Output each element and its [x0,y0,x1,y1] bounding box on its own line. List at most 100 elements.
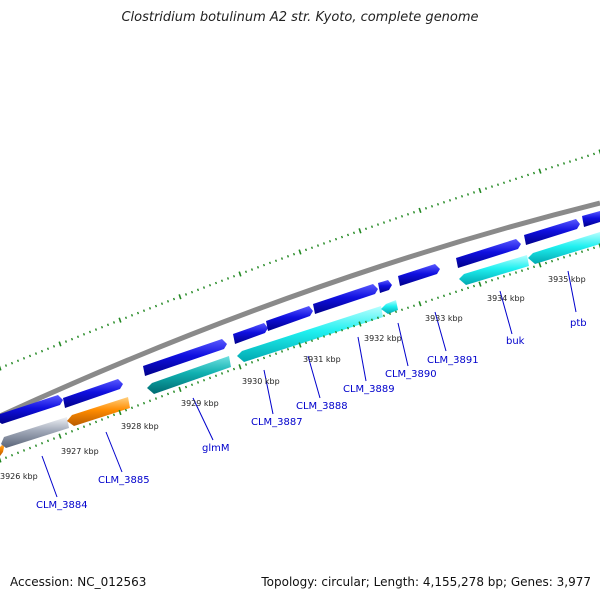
reverse-gene-arrow[interactable] [459,255,529,285]
major-tick [418,207,422,213]
minor-tick [466,193,470,196]
minor-tick [448,292,452,296]
minor-tick [454,290,458,294]
gene-label-clm-3885[interactable]: CLM_3885 [98,475,150,486]
reverse-gene-arrow[interactable] [237,306,383,362]
minor-tick [496,183,500,186]
minor-tick [94,420,98,424]
forward-gene-arrow[interactable] [398,264,440,286]
minor-tick [214,374,218,378]
minor-tick [130,314,134,317]
minor-tick [124,316,128,320]
forward-gene-arrow[interactable] [456,239,521,268]
reverse-gene-arrow[interactable] [1,417,69,448]
forward-gene-arrow[interactable] [378,280,392,293]
gene-label-clm-3884[interactable]: CLM_3884 [36,500,88,511]
minor-tick [268,354,272,358]
gene-label-glmm[interactable]: glmM [202,443,230,454]
gene-label-clm-3891[interactable]: CLM_3891 [427,355,479,366]
minor-tick [88,422,92,426]
minor-tick [52,437,56,440]
minor-tick [226,369,230,373]
minor-tick [382,314,386,318]
forward-gene-arrow[interactable] [582,211,600,227]
minor-tick [76,335,80,339]
minor-tick [376,223,380,226]
minor-tick [28,354,32,358]
minor-tick [82,425,86,428]
kbp-label: 3928 kbp [121,422,159,431]
minor-tick [406,306,410,310]
minor-tick [490,278,494,282]
minor-tick [286,255,290,258]
minor-tick [286,348,290,351]
gene-label-clm-3888[interactable]: CLM_3888 [296,401,348,412]
forward-gene-arrow[interactable] [266,306,313,331]
forward-gene-arrow[interactable] [524,219,580,245]
minor-tick [40,349,44,353]
reverse-gene-arrow[interactable] [381,300,398,314]
minor-tick [340,235,344,239]
minor-tick [586,248,590,252]
gene-label-ptb[interactable]: ptb [570,318,587,329]
minor-tick [412,304,416,308]
forward-gene-arrow[interactable] [143,339,227,376]
minor-tick [310,246,314,249]
reverse-gene-arrow[interactable] [528,232,600,264]
major-tick [118,317,122,323]
minor-tick [70,337,74,341]
kbp-label: 3932 kbp [364,334,402,343]
gene-label-clm-3887[interactable]: CLM_3887 [251,417,303,428]
forward-gene-arrow[interactable] [313,284,378,314]
reverse-strand-genes [0,232,600,456]
major-tick [598,243,600,249]
minor-tick [16,451,20,455]
minor-tick [124,408,128,412]
minor-tick [424,300,428,304]
minor-tick [550,165,554,169]
forward-gene-arrow[interactable] [233,323,268,344]
gene-label-clm-3890[interactable]: CLM_3890 [385,369,437,380]
minor-tick [562,162,566,165]
minor-tick [142,309,146,312]
minor-tick [496,277,500,280]
minor-tick [172,390,176,393]
minor-tick [148,399,152,403]
major-tick [538,262,542,268]
minor-tick [460,195,464,198]
minor-tick [442,201,446,204]
minor-tick [34,352,38,355]
minor-tick [502,275,506,278]
minor-tick [334,237,338,241]
minor-tick [154,397,158,400]
kbp-label: 3929 kbp [181,399,219,408]
gene-label-clm-3889[interactable]: CLM_3889 [343,384,395,395]
minor-tick [406,213,410,216]
reverse-gene-arrow[interactable] [147,356,231,394]
minor-tick [514,271,518,274]
minor-tick [526,267,530,271]
minor-tick [556,257,560,261]
major-tick [478,187,482,194]
kbp-label: 3931 kbp [303,355,341,364]
forward-gene-arrow[interactable] [0,395,63,424]
reverse-gene-arrow[interactable] [67,397,130,426]
minor-tick [304,341,308,345]
minor-tick [412,211,416,214]
forward-gene-arrow[interactable] [63,379,123,408]
gene-label-buk[interactable]: buk [506,336,525,347]
minor-tick [352,324,356,328]
minor-tick [256,358,260,362]
minor-tick [64,340,68,343]
minor-tick [556,164,560,167]
topology-text: Topology: circular; Length: 4,155,278 bp… [261,575,591,589]
minor-tick [148,307,152,310]
minor-tick [64,432,68,436]
minor-tick [592,152,596,156]
minor-tick [364,320,368,324]
minor-tick [316,337,320,340]
major-tick [58,433,62,439]
minor-tick [388,219,392,222]
minor-tick [574,158,578,161]
major-tick [238,271,242,277]
